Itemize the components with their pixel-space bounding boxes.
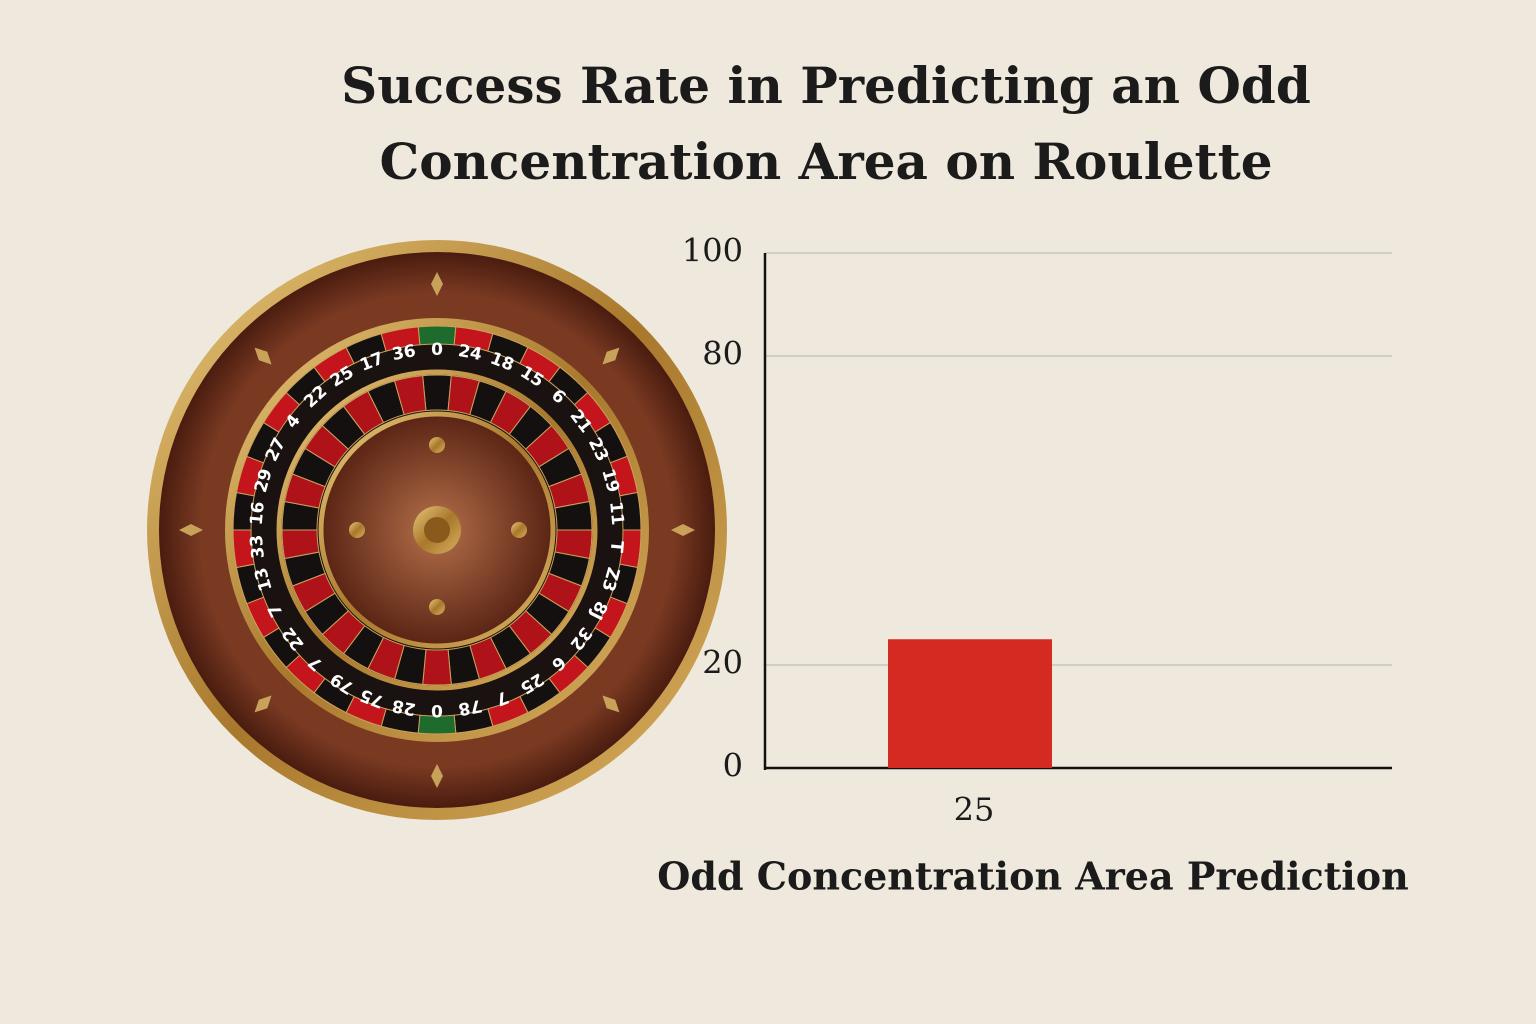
y-tick-label: 80: [702, 335, 743, 373]
wheel-number: 28: [390, 695, 417, 719]
pocket-inner: [393, 375, 427, 416]
rim-diamond: [254, 695, 272, 713]
rim-diamond: [602, 347, 620, 365]
rim-diamond: [671, 524, 695, 536]
rim-diamond: [431, 272, 443, 296]
wheel-number: 0: [431, 700, 443, 720]
pocket-inner: [422, 648, 452, 686]
rim-diamond: [254, 347, 272, 365]
bar: [888, 639, 1052, 768]
wheel-number: 24: [457, 341, 484, 365]
wheel-number: 33: [247, 534, 269, 559]
roulette-wheel: 0 24 1815621231911TZ38J3262577802875797227…: [147, 240, 727, 820]
chart-title: Success Rate in Predicting an Odd Concen…: [341, 56, 1311, 191]
y-tick-label: 0: [723, 747, 743, 785]
rim-diamond: [431, 764, 443, 788]
wheel-number: T: [606, 540, 627, 554]
y-tick-label: 20: [702, 644, 743, 682]
rim-diamond: [602, 695, 620, 713]
wheel-number: 16: [247, 501, 269, 526]
wheel-number: 0: [431, 340, 443, 360]
wheel-number: 11: [605, 501, 627, 526]
wheel-number: 78: [457, 695, 484, 719]
value-label: 25: [954, 791, 995, 829]
x-axis-title: Odd Concentration Area Prediction: [657, 854, 1408, 899]
wheel-number: 36: [390, 341, 417, 365]
rim-diamond: [179, 524, 203, 536]
y-tick-label: 100: [682, 232, 743, 270]
pocket: [380, 326, 421, 352]
pocket-inner: [422, 374, 452, 412]
